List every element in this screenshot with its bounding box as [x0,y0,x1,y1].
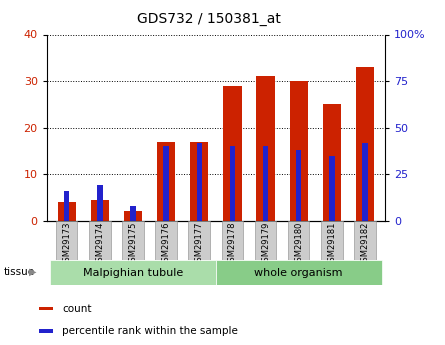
Text: GSM29176: GSM29176 [162,222,170,267]
Text: GSM29177: GSM29177 [195,222,204,267]
Text: whole organism: whole organism [255,268,343,277]
Bar [255,221,276,260]
Bar [222,221,243,260]
Bar [197,142,202,221]
Text: GSM29174: GSM29174 [95,222,104,267]
Text: GSM29182: GSM29182 [360,222,369,267]
Bar [263,146,268,221]
Bar [130,206,136,221]
Bar [163,146,169,221]
Text: percentile rank within the sample: percentile rank within the sample [62,326,239,336]
Bar [296,150,301,221]
Text: GSM29181: GSM29181 [328,222,336,267]
Bar [362,142,368,221]
Bar [57,202,76,221]
Text: GSM29179: GSM29179 [261,222,270,267]
Bar [189,221,210,260]
Bar [157,141,175,221]
Text: tissue: tissue [4,267,35,277]
Bar [64,191,69,221]
Bar [329,156,335,221]
Text: GSM29175: GSM29175 [129,222,138,267]
Bar [39,307,53,310]
Bar [97,185,102,221]
Bar [230,146,235,221]
Bar [122,221,144,260]
Bar [39,329,53,333]
Bar [321,221,343,260]
Bar [89,221,110,260]
Bar [124,211,142,221]
Text: GDS732 / 150381_at: GDS732 / 150381_at [137,12,281,26]
Bar [223,86,242,221]
Bar [190,141,208,221]
Text: GSM29173: GSM29173 [62,222,71,267]
Text: GSM29178: GSM29178 [228,222,237,267]
Bar [323,104,341,221]
Bar [354,221,376,260]
Bar [56,221,77,260]
Bar [290,81,308,221]
Bar [155,221,177,260]
Bar [216,260,382,285]
Text: Malpighian tubule: Malpighian tubule [83,268,183,277]
Bar [288,221,309,260]
Text: GSM29180: GSM29180 [294,222,303,267]
Bar [50,260,216,285]
Text: count: count [62,304,92,314]
Bar [356,67,374,221]
Text: ▶: ▶ [29,267,36,277]
Bar [256,77,275,221]
Bar [91,200,109,221]
